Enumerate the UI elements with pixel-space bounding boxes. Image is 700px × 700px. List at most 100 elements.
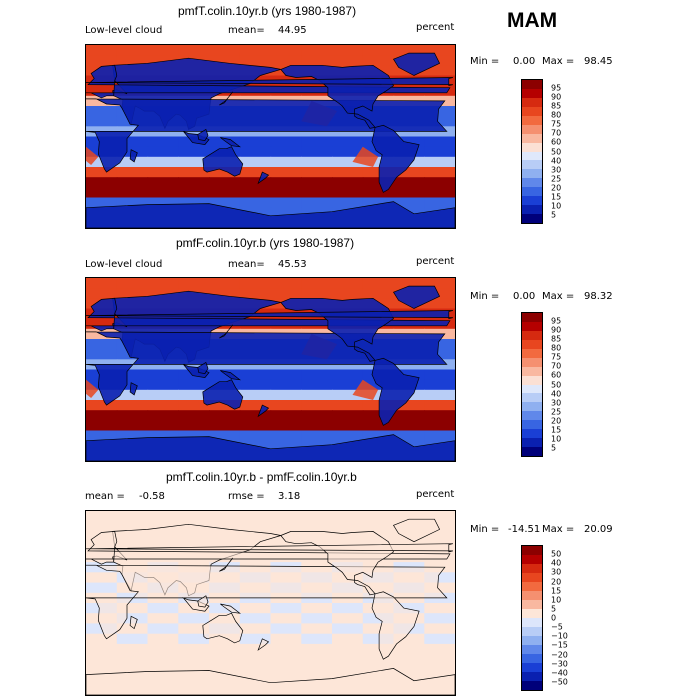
map-cell <box>424 643 455 655</box>
map-cell <box>332 603 364 614</box>
map-cell <box>116 45 149 56</box>
map-cell <box>270 613 302 624</box>
map-cell <box>147 633 179 645</box>
map-cell <box>86 664 118 676</box>
map-cell <box>116 643 149 655</box>
map-cell <box>270 674 302 686</box>
colorbar-band <box>522 393 542 403</box>
map-cell <box>424 613 455 624</box>
map-cell <box>393 603 425 614</box>
map-cell <box>393 633 425 645</box>
map-cell <box>178 167 210 178</box>
stratocumulus-region <box>352 379 379 400</box>
map-cell <box>362 156 395 168</box>
map-cell <box>270 207 302 219</box>
map-cell <box>270 664 302 676</box>
map-cell <box>332 55 364 66</box>
map-cell <box>239 369 272 381</box>
map-cell <box>393 511 425 522</box>
map-cell <box>424 116 455 127</box>
colorbar-band <box>522 330 542 340</box>
map-cell <box>301 400 333 411</box>
colorbar-band <box>522 429 542 439</box>
map-cell <box>209 410 241 421</box>
colorbar-band <box>522 205 542 215</box>
coastline-samerica <box>371 357 420 426</box>
map-cell <box>270 420 302 432</box>
panel-3-max-label: Max = <box>542 524 575 535</box>
map-cell <box>393 278 425 289</box>
map-cell <box>332 654 364 665</box>
map-cell <box>178 613 210 624</box>
panel-2-mean-value: 45.53 <box>278 259 307 270</box>
colorbar-tick-label: 95 <box>551 316 562 326</box>
coastline-australia <box>202 146 244 177</box>
map-cell <box>424 430 455 442</box>
colorbar-band <box>522 187 542 197</box>
map-cell <box>301 187 333 199</box>
colorbar-band <box>522 169 542 179</box>
colorbar-tick-label: 50 <box>551 549 562 559</box>
coastline-madagascar <box>129 382 138 396</box>
panel-1-units: percent <box>416 22 455 33</box>
map-cell <box>147 379 179 391</box>
map-cell <box>332 664 364 676</box>
map-cell <box>424 531 455 543</box>
map-cell <box>116 389 149 401</box>
colorbar-tick-label: 5 <box>551 604 557 614</box>
map-cell <box>86 582 118 594</box>
map-cell <box>239 379 272 391</box>
map-cell <box>116 521 149 532</box>
map-cell <box>178 156 210 168</box>
map-cell <box>332 410 364 421</box>
map-cell <box>239 511 272 522</box>
map-cell <box>270 389 302 401</box>
map-cell <box>209 633 241 645</box>
coastline-indonesia <box>182 597 210 612</box>
colorbar-band <box>522 582 542 591</box>
coastline-indonesia <box>183 131 210 145</box>
colorbar-band <box>522 142 542 152</box>
map-cell <box>239 136 272 148</box>
map-cell <box>209 521 241 532</box>
map-cell <box>147 156 179 168</box>
colorbar-band <box>522 115 542 125</box>
map-cell <box>239 156 272 168</box>
panel-3-rmse-label: rmse = <box>228 491 265 502</box>
map-cell <box>147 389 179 401</box>
colorbar-tick-label: 85 <box>551 101 562 111</box>
map-cell <box>393 420 425 432</box>
map-cell <box>209 187 241 199</box>
map-cell <box>393 410 425 421</box>
map-cell <box>362 278 395 289</box>
map-cell <box>362 167 395 178</box>
map-cell <box>301 45 333 56</box>
map-cell <box>301 664 333 676</box>
map-cell <box>86 177 118 188</box>
map-cell <box>301 420 333 432</box>
map-cell <box>270 156 302 168</box>
map-cell <box>301 633 333 645</box>
panel-2-mean-label: mean= <box>228 259 265 270</box>
map-cell <box>86 430 118 442</box>
colorbar-band <box>522 339 542 349</box>
panel-2-title: pmfF.colin.10yr.b (yrs 1980-1987) <box>176 236 355 250</box>
map-cell <box>393 187 425 199</box>
map-cell <box>147 664 179 676</box>
map-cell <box>239 167 272 178</box>
map-cell <box>301 197 333 209</box>
map-cell <box>270 603 302 614</box>
map-cell <box>116 187 149 199</box>
panel-2-min-label: Min = <box>470 291 500 302</box>
map-cell <box>270 55 302 66</box>
stratocumulus-region <box>352 146 379 167</box>
map-cell <box>270 623 302 635</box>
map-cell <box>116 197 149 209</box>
map-cell <box>332 623 364 635</box>
map-cell <box>362 430 395 442</box>
map-cell <box>239 288 272 299</box>
colorbar-tick-label: 20 <box>551 416 562 426</box>
map-cell <box>301 623 333 635</box>
map-cell <box>209 654 241 665</box>
map-cell <box>270 146 302 158</box>
